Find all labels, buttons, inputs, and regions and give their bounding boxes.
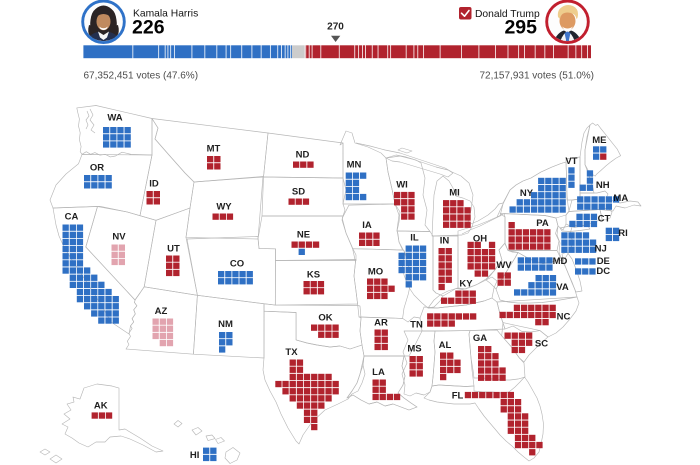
- svg-text:NV: NV: [112, 232, 126, 243]
- svg-text:MA: MA: [613, 193, 628, 204]
- svg-text:WY: WY: [216, 202, 232, 213]
- svg-text:VT: VT: [565, 156, 577, 167]
- svg-text:IN: IN: [440, 236, 450, 247]
- svg-text:WA: WA: [107, 113, 122, 124]
- svg-text:CA: CA: [65, 212, 79, 223]
- svg-text:Kamala Harris: Kamala Harris: [133, 9, 198, 20]
- svg-text:ME: ME: [592, 135, 606, 146]
- svg-text:72,157,931 votes (51.0%): 72,157,931 votes (51.0%): [479, 71, 594, 82]
- svg-text:WI: WI: [396, 180, 408, 191]
- svg-text:SC: SC: [535, 339, 548, 350]
- svg-text:DE: DE: [597, 256, 610, 267]
- svg-text:WV: WV: [496, 260, 512, 271]
- svg-text:270: 270: [327, 22, 344, 33]
- svg-text:KS: KS: [307, 270, 320, 281]
- svg-text:TN: TN: [410, 320, 423, 331]
- svg-text:IL: IL: [410, 233, 419, 244]
- svg-text:CT: CT: [598, 214, 611, 225]
- svg-text:NM: NM: [218, 319, 233, 330]
- svg-text:OK: OK: [318, 313, 332, 324]
- svg-text:MT: MT: [207, 144, 221, 155]
- svg-text:Donald Trump: Donald Trump: [475, 9, 540, 20]
- svg-text:SD: SD: [292, 187, 305, 198]
- svg-text:MD: MD: [553, 256, 568, 267]
- svg-text:OR: OR: [90, 163, 104, 174]
- svg-text:ID: ID: [149, 179, 159, 190]
- svg-text:ND: ND: [296, 150, 310, 161]
- svg-text:TX: TX: [285, 347, 298, 358]
- svg-text:295: 295: [504, 17, 537, 39]
- svg-text:VA: VA: [556, 282, 569, 293]
- svg-text:67,352,451 votes (47.6%): 67,352,451 votes (47.6%): [84, 71, 199, 82]
- svg-text:RI: RI: [618, 228, 628, 239]
- svg-text:AZ: AZ: [155, 306, 168, 317]
- svg-text:OH: OH: [473, 234, 487, 245]
- svg-text:NE: NE: [297, 230, 310, 241]
- svg-text:MO: MO: [368, 267, 383, 278]
- svg-text:CO: CO: [230, 259, 244, 270]
- svg-text:HI: HI: [190, 450, 200, 461]
- svg-text:AK: AK: [94, 401, 108, 412]
- svg-text:GA: GA: [473, 333, 487, 344]
- svg-text:IA: IA: [362, 220, 372, 231]
- svg-text:DC: DC: [596, 266, 610, 277]
- svg-text:NC: NC: [557, 312, 571, 323]
- svg-text:UT: UT: [167, 244, 180, 255]
- svg-text:NH: NH: [596, 180, 610, 191]
- svg-text:AR: AR: [374, 318, 388, 329]
- svg-text:NY: NY: [520, 188, 534, 199]
- svg-text:MI: MI: [449, 188, 460, 199]
- svg-text:MS: MS: [407, 344, 421, 355]
- svg-text:MN: MN: [347, 160, 362, 171]
- svg-text:KY: KY: [459, 279, 473, 290]
- svg-text:LA: LA: [372, 367, 385, 378]
- svg-text:NJ: NJ: [595, 244, 607, 255]
- svg-text:AL: AL: [439, 340, 452, 351]
- svg-text:FL: FL: [452, 391, 464, 402]
- svg-text:226: 226: [132, 17, 165, 39]
- svg-text:PA: PA: [536, 218, 549, 229]
